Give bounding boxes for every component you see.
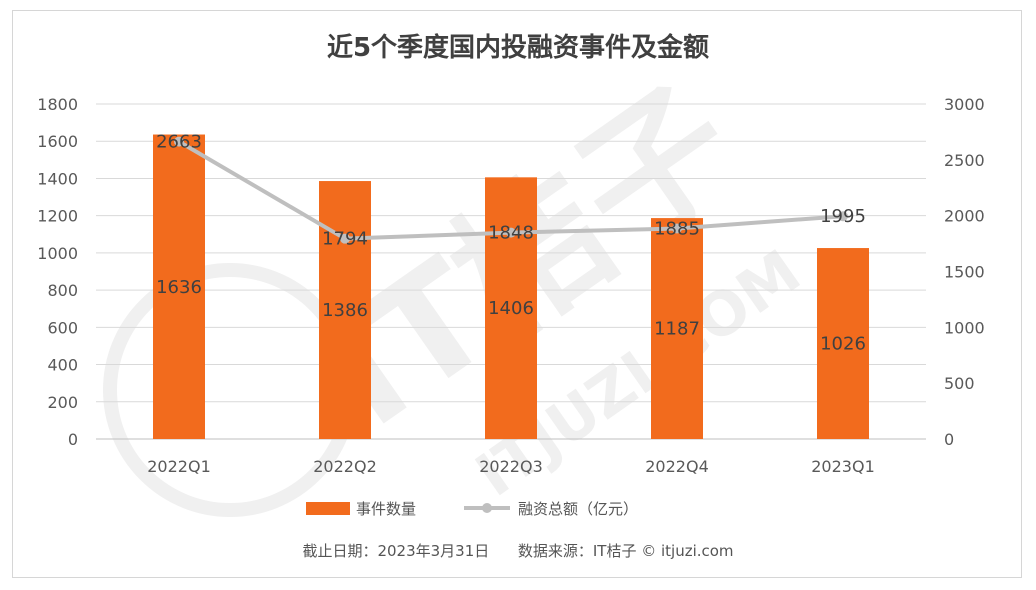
right-tick-label: 0 — [944, 430, 954, 449]
x-tick-label: 2022Q4 — [645, 457, 709, 476]
right-tick-label: 1500 — [944, 263, 985, 282]
legend: 事件数量 融资总额（亿元） — [306, 500, 638, 518]
left-tick-label: 1800 — [37, 95, 78, 114]
bar — [817, 248, 869, 439]
legend-line-marker — [482, 503, 492, 513]
left-tick-label: 1400 — [37, 169, 78, 188]
left-tick-label: 400 — [47, 356, 78, 375]
left-tick-label: 0 — [68, 430, 78, 449]
line-point — [672, 223, 682, 234]
left-tick-label: 600 — [47, 318, 78, 337]
chart-title: 近5个季度国内投融资事件及金额 — [327, 32, 709, 63]
line-value-label: 1995 — [820, 206, 866, 227]
x-tick-label: 2022Q3 — [479, 457, 543, 476]
left-tick-label: 200 — [47, 393, 78, 412]
legend-bar-swatch — [306, 502, 350, 515]
right-tick-label: 2500 — [944, 151, 985, 170]
right-tick-label: 2000 — [944, 207, 985, 226]
bar-value-label: 1636 — [156, 277, 202, 298]
bar-value-label: 1406 — [488, 298, 534, 319]
x-axis: 2022Q1 2022Q2 2022Q3 2022Q4 2023Q1 — [147, 457, 875, 476]
left-tick-label: 1000 — [37, 244, 78, 263]
line-point — [838, 211, 848, 222]
footer-note: 截止日期：2023年3月31日 数据来源：IT桔子 © itjuzi.com — [302, 542, 733, 560]
data-labels: 1636 1386 1406 1187 1026 2663 1794 1848 1885 1995 — [156, 132, 866, 355]
bar — [651, 218, 703, 439]
legend-bar-label: 事件数量 — [356, 500, 416, 518]
line-point — [506, 227, 516, 238]
right-axis: 0 500 1000 1500 2000 2500 3000 — [944, 95, 985, 449]
left-tick-label: 1600 — [37, 132, 78, 151]
line-value-label: 1794 — [322, 229, 368, 250]
line-value-label: 1885 — [654, 219, 700, 240]
bar-value-label: 1187 — [654, 319, 700, 340]
line-point — [340, 233, 350, 244]
bar-value-label: 1026 — [820, 334, 866, 355]
line-value-label: 1848 — [488, 223, 534, 244]
right-tick-label: 500 — [944, 374, 975, 393]
right-tick-label: 3000 — [944, 95, 985, 114]
bar-value-label: 1386 — [322, 300, 368, 321]
left-tick-label: 1200 — [37, 207, 78, 226]
line-series — [174, 136, 848, 244]
x-tick-label: 2022Q1 — [147, 457, 211, 476]
bar — [319, 181, 371, 440]
line-value-label: 2663 — [156, 132, 202, 153]
legend-line-label: 融资总额（亿元） — [518, 500, 638, 518]
right-tick-label: 1000 — [944, 318, 985, 337]
left-tick-label: 800 — [47, 281, 78, 300]
line-point — [174, 136, 184, 147]
bar — [153, 134, 205, 439]
x-tick-label: 2022Q2 — [313, 457, 377, 476]
x-tick-label: 2023Q1 — [811, 457, 875, 476]
bar-series — [153, 134, 869, 440]
left-axis: 0 200 400 600 800 1000 1200 1400 1600 1800 — [37, 95, 78, 449]
watermark: IT桔子 ITJUZI.COM — [103, 56, 813, 517]
bar — [485, 177, 537, 440]
